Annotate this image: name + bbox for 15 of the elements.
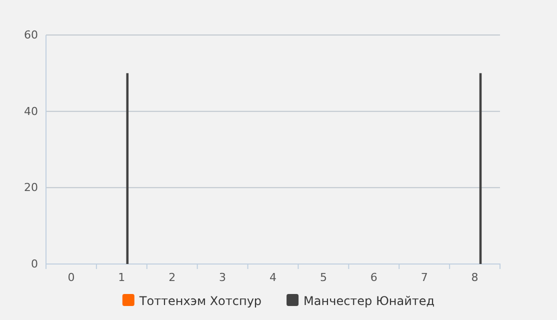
x-tick-label: 7 <box>420 270 428 284</box>
y-tick-label: 0 <box>31 258 38 271</box>
legend-label: Манчестер Юнайтед <box>304 294 435 308</box>
x-tick-label: 5 <box>320 270 327 284</box>
x-tick-label: 1 <box>118 270 126 284</box>
x-tick-label: 6 <box>370 270 378 284</box>
x-tick-label: 4 <box>270 270 276 284</box>
y-tick-label: 60 <box>24 28 38 42</box>
x-tick-label: 3 <box>219 270 226 284</box>
legend-label: Тоттенхэм Хотспур <box>138 294 262 308</box>
y-tick-label: 40 <box>24 104 38 118</box>
y-tick-label: 20 <box>24 181 38 194</box>
x-tick-label: 8 <box>471 270 478 284</box>
x-tick-label: 0 <box>68 270 75 284</box>
x-tick-label: 2 <box>168 270 176 284</box>
